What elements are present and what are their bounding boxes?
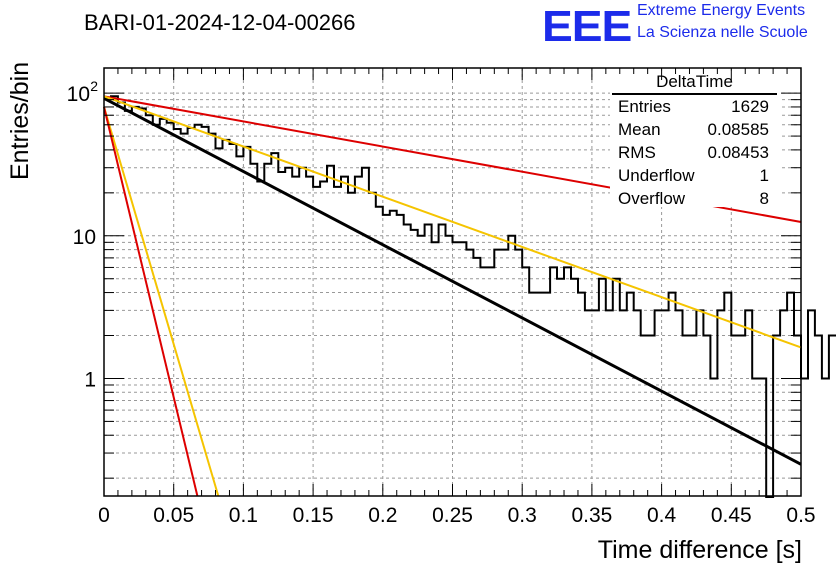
stats-value: 0.08585 xyxy=(707,120,769,139)
stats-row-overflow: Overflow 8 xyxy=(612,187,777,210)
stats-row-underflow: Underflow 1 xyxy=(612,164,777,187)
stats-box: DeltaTime Entries 1629 Mean 0.08585 RMS 0.0… xyxy=(612,71,777,210)
x-tick-label: 0.4 xyxy=(647,504,677,527)
stats-label: RMS xyxy=(618,143,656,162)
x-tick-label: 0.5 xyxy=(786,504,815,527)
stats-name: DeltaTime xyxy=(612,71,777,95)
fit-line-fit xyxy=(103,96,802,466)
stats-value: 8 xyxy=(759,189,769,208)
y-tick-label-exponent: 2 xyxy=(90,78,98,94)
stats-label: Overflow xyxy=(618,189,686,208)
y-tick-label: 10 xyxy=(73,226,96,249)
stats-label: Underflow xyxy=(618,166,695,185)
stats-row-entries: Entries 1629 xyxy=(612,95,777,118)
fit-line-slow-lower xyxy=(103,95,802,349)
x-tick-label: 0.25 xyxy=(432,504,473,527)
x-tick-label: 0.35 xyxy=(571,504,612,527)
stats-label: Entries xyxy=(618,97,671,116)
y-axis-label: Entries/bin xyxy=(6,61,34,180)
y-tick-label-100: 10 xyxy=(67,83,90,106)
logo-line-2: La Scienza nelle Scuole xyxy=(637,24,808,41)
stats-label: Mean xyxy=(618,120,661,139)
x-tick-label: 0.3 xyxy=(508,504,537,527)
stats-value: 1629 xyxy=(731,97,769,116)
x-tick-label: 0.2 xyxy=(368,504,397,527)
x-axis-label: Time difference [s] xyxy=(597,536,802,564)
x-tick-label: 0.05 xyxy=(153,504,194,527)
y-tick-label: 1 xyxy=(84,368,96,391)
histogram-outline xyxy=(104,95,836,498)
chart-title: BARI-01-2024-12-04-00266 xyxy=(84,10,356,35)
stats-row-mean: Mean 0.08585 xyxy=(612,118,777,141)
stats-row-rms: RMS 0.08453 xyxy=(612,141,777,164)
x-tick-label: 0.15 xyxy=(293,504,334,527)
stats-value: 1 xyxy=(759,166,769,185)
stats-value: 0.08453 xyxy=(707,143,769,162)
fit-line-fast-lower xyxy=(103,106,199,497)
x-tick-label: 0.45 xyxy=(711,504,752,527)
eee-logo: EEE xyxy=(542,2,632,51)
x-tick-label: 0.1 xyxy=(229,504,258,527)
x-tick-label: 0 xyxy=(98,504,110,527)
fit-line-fast-upper xyxy=(103,106,220,497)
logo-line-1: Extreme Energy Events xyxy=(637,2,806,19)
